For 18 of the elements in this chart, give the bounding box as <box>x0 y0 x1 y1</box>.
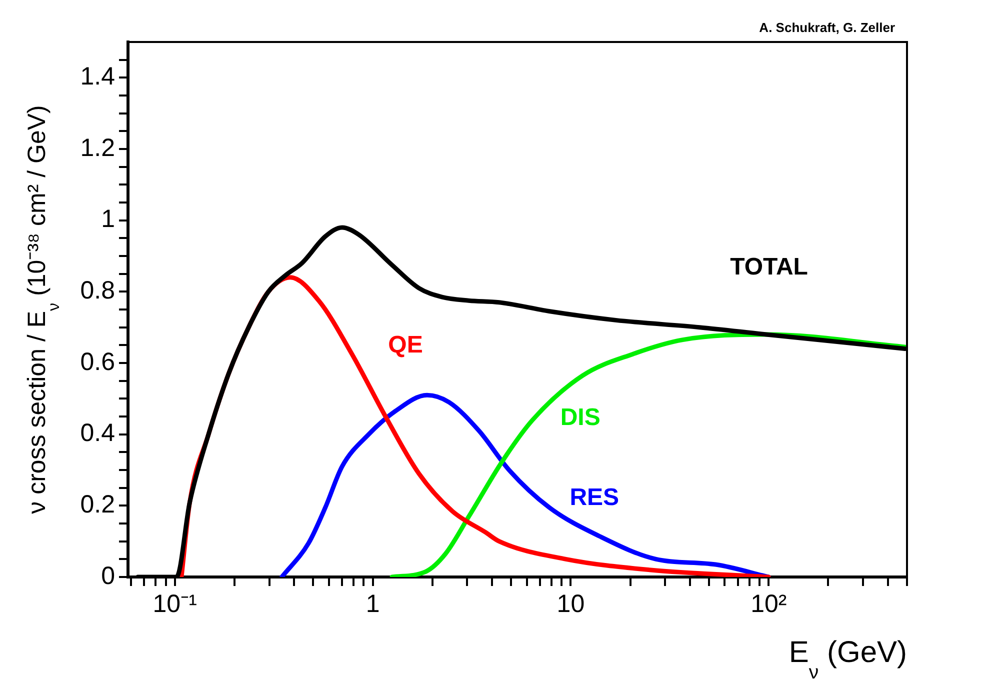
y-tick-label: 0 <box>101 562 115 590</box>
text: TOTAL <box>730 254 808 281</box>
series-label: RES <box>570 484 620 511</box>
x-tick-label: 10 <box>556 590 585 618</box>
x-tick-label: 10² <box>750 590 787 618</box>
y-tick-label: 0.6 <box>80 348 115 376</box>
y-tick-label: 0.2 <box>80 490 115 519</box>
y-tick-label: 0.8 <box>80 276 115 305</box>
y-axis-title: ν cross section / Eν (10⁻³⁸ cm² / GeV) <box>23 105 63 514</box>
series-label: QE <box>388 331 423 358</box>
x-tick-label: 10⁻¹ <box>152 590 197 618</box>
y-tick-label: 0.4 <box>80 419 116 448</box>
series-label: DIS <box>560 404 600 432</box>
x-tick-label: 1 <box>366 590 380 618</box>
y-tick-label: 1 <box>101 205 115 234</box>
text: A. Schukraft, G. Zeller <box>759 20 896 35</box>
y-tick-label: 1.4 <box>80 62 116 91</box>
y-tick-label: 1.2 <box>80 134 115 162</box>
